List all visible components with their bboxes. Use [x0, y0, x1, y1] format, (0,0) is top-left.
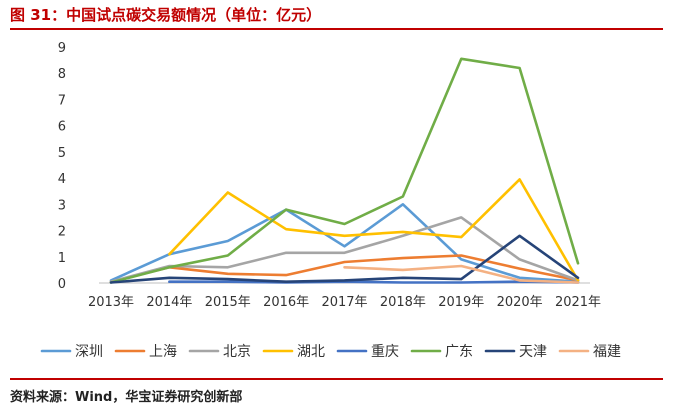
legend-label: 上海: [149, 344, 177, 360]
x-tick-label: 2015年: [205, 295, 251, 310]
x-tick-label: 2013年: [88, 295, 134, 310]
footer-divider: [10, 378, 663, 380]
legend-label: 福建: [593, 344, 621, 360]
series-line-4: [168, 178, 580, 282]
x-tick-label: 2018年: [380, 295, 426, 310]
y-tick-label: 0: [58, 277, 66, 292]
legend-label: 北京: [223, 344, 251, 360]
series-line-6: [109, 57, 580, 284]
x-tick-label: 2017年: [321, 295, 367, 310]
x-tick-label: 2016年: [263, 295, 309, 310]
series-line-7: [109, 234, 580, 284]
y-tick-label: 4: [58, 172, 66, 187]
x-tick-label: 2021年: [555, 295, 601, 310]
y-tick-label: 2: [58, 225, 66, 240]
series-line-5: [168, 280, 580, 284]
legend-label: 深圳: [75, 344, 103, 360]
y-tick-label: 1: [58, 251, 66, 266]
legend-label: 广东: [445, 344, 473, 360]
legend-label: 天津: [519, 344, 547, 360]
legend-label: 重庆: [371, 344, 399, 360]
source-note: 资料来源：Wind，华宝证券研究创新部: [10, 390, 243, 405]
series-line-3: [109, 216, 580, 283]
y-tick-label: 7: [58, 93, 66, 108]
series-line-2: [109, 254, 580, 283]
y-tick-label: 3: [58, 198, 66, 213]
x-tick-label: 2020年: [497, 295, 543, 310]
line-chart: 0 1 2 3 4 5 6 7 8 9 2013年 2014年 2015年 2016年 2017年 2018年…: [40, 41, 621, 360]
chart-title: 图 31：中国试点碳交易额情况（单位：亿元）: [10, 6, 322, 24]
y-tick-label: 9: [58, 41, 66, 56]
x-tick-label: 2019年: [438, 295, 484, 310]
y-tick-label: 6: [58, 120, 66, 135]
title-divider: [10, 28, 663, 30]
y-tick-label: 5: [58, 146, 66, 161]
y-tick-label: 8: [58, 67, 66, 82]
series-line-1: [109, 203, 580, 283]
x-tick-label: 2014年: [146, 295, 192, 310]
legend-label: 湖北: [297, 344, 325, 360]
series-line-8: [343, 264, 580, 284]
